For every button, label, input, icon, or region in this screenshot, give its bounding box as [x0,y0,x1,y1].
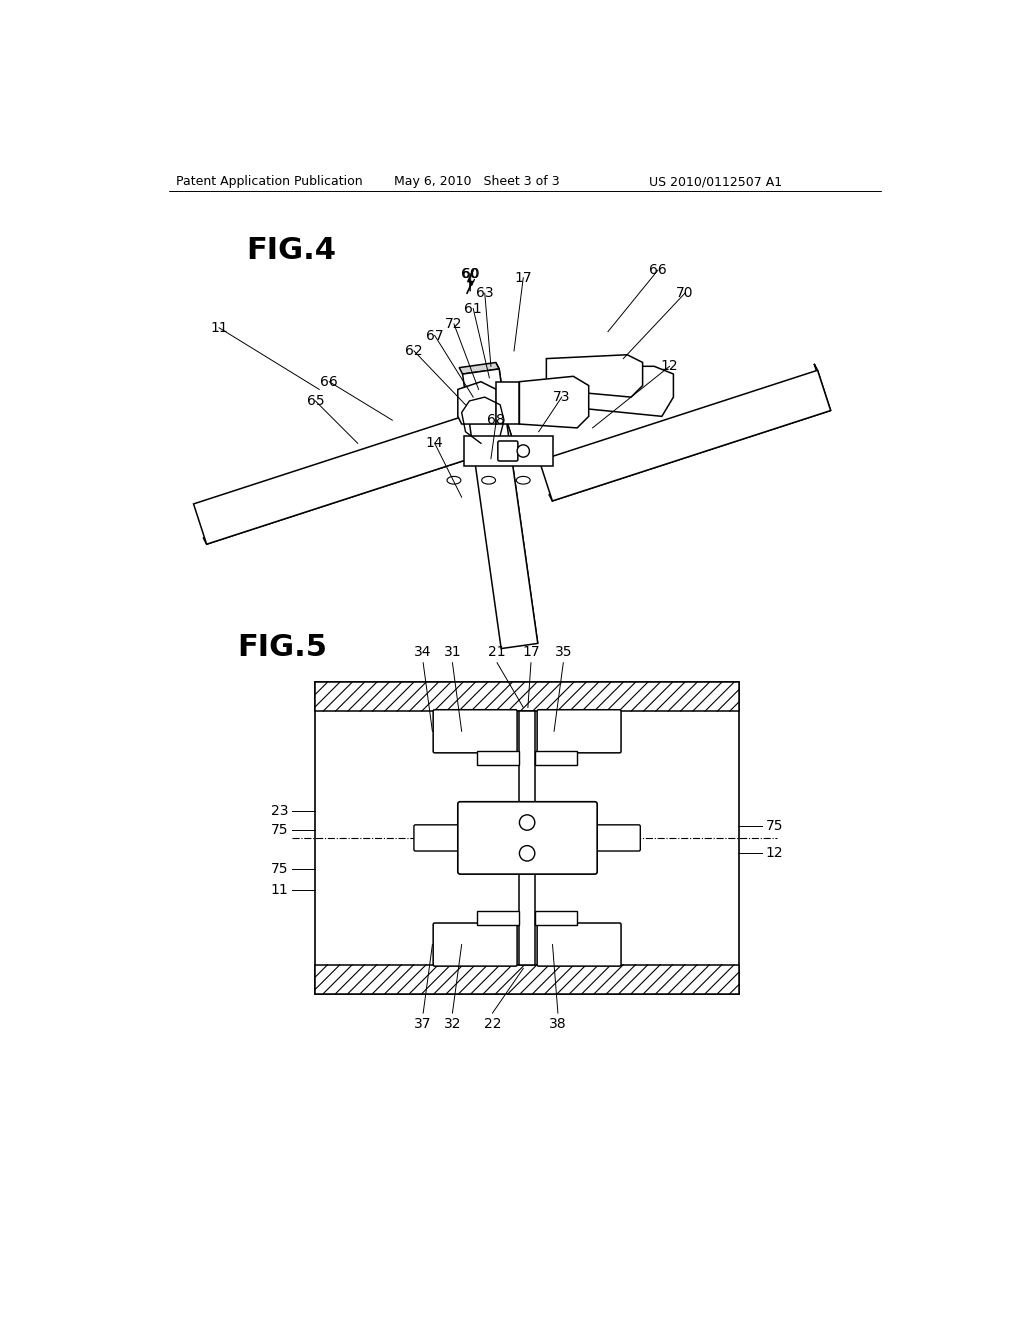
Text: 63: 63 [476,286,494,300]
FancyBboxPatch shape [414,825,478,851]
Text: Patent Application Publication: Patent Application Publication [176,176,362,187]
Text: 31: 31 [443,645,461,659]
FancyBboxPatch shape [498,441,518,461]
Text: 11: 11 [210,321,228,335]
Polygon shape [203,438,514,544]
Text: 66: 66 [649,263,667,277]
Text: 62: 62 [406,345,423,358]
FancyBboxPatch shape [433,923,517,966]
Text: 38: 38 [549,1016,566,1031]
Polygon shape [497,381,519,424]
Ellipse shape [447,477,461,484]
Text: 37: 37 [415,1016,432,1031]
Bar [477,751,519,766]
FancyBboxPatch shape [538,923,621,966]
Text: US 2010/0112507 A1: US 2010/0112507 A1 [649,176,782,187]
Text: 60: 60 [461,267,478,281]
Text: 23: 23 [271,804,289,818]
FancyBboxPatch shape [458,801,597,874]
Text: FIG.4: FIG.4 [246,236,336,265]
Polygon shape [496,363,538,643]
Bar [315,682,739,711]
Polygon shape [814,364,830,411]
Polygon shape [498,397,514,445]
Text: 12: 12 [660,359,678,374]
Text: 70: 70 [676,286,693,300]
Ellipse shape [516,477,530,484]
Text: FIG.5: FIG.5 [237,632,327,661]
Text: 68: 68 [487,413,505,428]
Polygon shape [585,367,674,416]
Bar [477,911,519,924]
Polygon shape [540,370,830,502]
Text: 66: 66 [321,375,338,388]
Polygon shape [463,368,538,648]
Text: 35: 35 [555,645,572,659]
Bar [315,965,739,994]
Text: 61: 61 [464,301,482,315]
Polygon shape [459,363,499,374]
Polygon shape [194,404,514,544]
Text: 21: 21 [488,645,506,659]
Text: 67: 67 [426,329,443,342]
FancyBboxPatch shape [433,710,517,752]
Bar [519,711,535,965]
Circle shape [519,846,535,861]
Bar [535,751,578,766]
Polygon shape [547,355,643,397]
Text: 34: 34 [415,645,432,659]
Polygon shape [458,381,497,424]
Text: 22: 22 [483,1016,501,1031]
Polygon shape [549,404,830,502]
Text: 60: 60 [462,267,479,281]
Text: 73: 73 [553,391,570,404]
Circle shape [517,445,529,457]
Text: 14: 14 [426,437,443,450]
Text: 11: 11 [270,883,289,898]
Text: 75: 75 [766,820,783,833]
Ellipse shape [481,477,496,484]
Text: 72: 72 [445,317,463,331]
Bar [535,911,578,924]
Text: 75: 75 [271,824,289,837]
Polygon shape [519,376,589,428]
Text: 32: 32 [443,1016,461,1031]
Text: 12: 12 [766,846,783,861]
Text: 65: 65 [306,393,325,408]
Bar [464,437,553,466]
Text: 17: 17 [514,271,532,285]
Text: May 6, 2010   Sheet 3 of 3: May 6, 2010 Sheet 3 of 3 [394,176,560,187]
FancyBboxPatch shape [538,710,621,752]
Text: 75: 75 [271,862,289,875]
Text: 17: 17 [522,645,540,659]
FancyBboxPatch shape [575,825,640,851]
Circle shape [519,814,535,830]
